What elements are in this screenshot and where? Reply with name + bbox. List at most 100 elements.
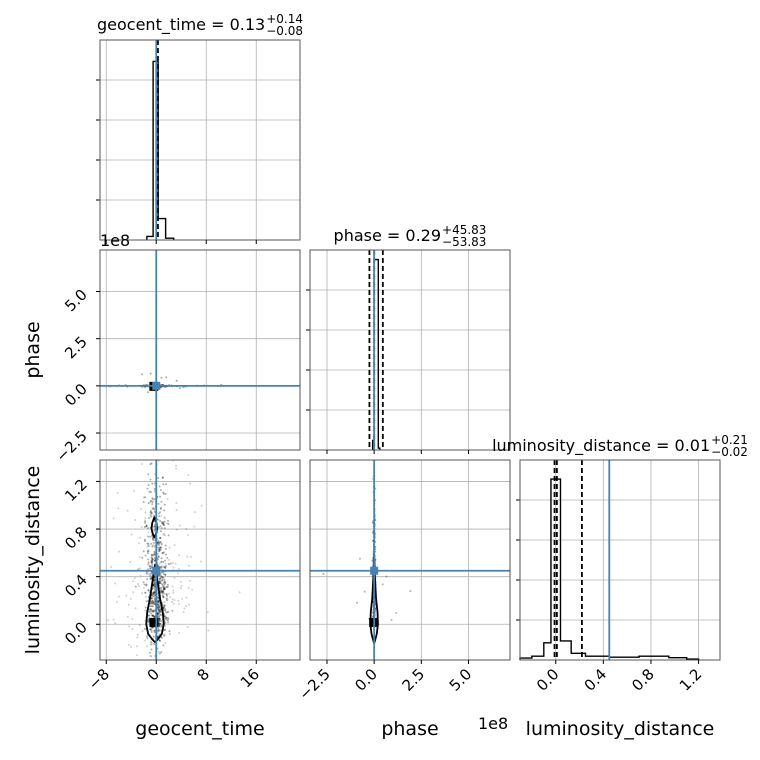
- scatter-point: [158, 549, 161, 552]
- scatter-point: [163, 586, 166, 589]
- scatter-point: [188, 603, 191, 606]
- scatter-point: [149, 567, 152, 570]
- scatter-point: [151, 544, 154, 547]
- scatter-point: [158, 610, 161, 613]
- scatter-point: [112, 517, 115, 520]
- scatter-point: [162, 491, 165, 494]
- tick-label-x-geocent_time-3: 16: [237, 665, 263, 691]
- scatter-point: [153, 591, 156, 594]
- scatter-point: [181, 597, 184, 600]
- scatter-point: [161, 576, 164, 579]
- scatter-point: [151, 538, 154, 541]
- scatter-point: [172, 589, 175, 592]
- scatter-point: [160, 500, 163, 503]
- scatter-point: [156, 542, 159, 545]
- scatter-point: [164, 582, 167, 585]
- tick-label-x-phase-3: 5.0: [446, 665, 476, 695]
- scatter-point: [159, 489, 162, 492]
- tick-label-x-luminosity_distance-2: 0.8: [628, 665, 658, 695]
- scatter-point: [161, 551, 164, 554]
- scatter-point: [147, 473, 150, 476]
- x-axis-label-phase: phase: [381, 718, 438, 740]
- scatter-point: [159, 614, 162, 617]
- scatter-point: [144, 606, 147, 609]
- scatter-point: [159, 520, 162, 523]
- scatter-point: [159, 622, 162, 625]
- scatter-point: [153, 615, 156, 618]
- scatter-point: [152, 614, 155, 617]
- scatter-point: [151, 536, 154, 539]
- scatter-point: [158, 639, 161, 642]
- scatter-point: [146, 552, 149, 555]
- panel-frame-2-2: [519, 459, 721, 661]
- scatter-point: [163, 527, 166, 530]
- scatter-point: [163, 588, 166, 591]
- scatter-point: [126, 509, 129, 512]
- scatter-point: [156, 635, 159, 638]
- scatter-point: [162, 595, 165, 598]
- scatter-point: [163, 509, 166, 512]
- truth-marker-0: [152, 381, 161, 390]
- scatter-point: [180, 584, 183, 587]
- scatter-point: [178, 632, 181, 635]
- scatter-point: [145, 635, 148, 638]
- scatter-point: [157, 512, 160, 515]
- scatter-point: [161, 584, 164, 587]
- scatter-point: [150, 561, 153, 564]
- scatter-point: [167, 618, 170, 621]
- scatter-point: [151, 559, 154, 562]
- scatter-point: [186, 626, 189, 629]
- scatter-point: [128, 625, 131, 628]
- scatter-point: [145, 525, 148, 528]
- scatter-point: [158, 622, 161, 625]
- scatter-point: [153, 616, 156, 619]
- scatter-point: [159, 495, 162, 498]
- scatter-point: [151, 610, 154, 613]
- scatter-point: [159, 548, 162, 551]
- scatter-point: [185, 605, 188, 608]
- scatter-point: [110, 565, 113, 568]
- scatter-point: [117, 507, 120, 510]
- scatter-point: [160, 579, 163, 582]
- scatter-point: [144, 521, 147, 524]
- scatter-point: [166, 583, 169, 586]
- tick-label-y-luminosity_distance-2: 0.8: [61, 523, 91, 553]
- scatter-point: [147, 549, 150, 552]
- scatter-point: [148, 516, 151, 519]
- scatter-point: [165, 586, 168, 589]
- scatter-point: [164, 565, 167, 568]
- scatter-point: [171, 609, 174, 612]
- scatter-point: [175, 508, 178, 511]
- scatter-point: [152, 538, 155, 541]
- scatter-point: [158, 639, 161, 642]
- scatter-point: [166, 522, 169, 525]
- scatter-point: [167, 522, 170, 525]
- scatter-point: [159, 541, 162, 544]
- scatter-point: [148, 490, 151, 493]
- scatter-point: [150, 608, 153, 611]
- scatter-point: [160, 542, 163, 545]
- scatter-point: [157, 555, 160, 558]
- scatter-point: [165, 597, 168, 600]
- scatter-point: [166, 617, 169, 620]
- scatter-point: [173, 544, 176, 547]
- scatter-point: [160, 651, 163, 654]
- scatter-point: [132, 591, 135, 594]
- scatter-point: [157, 518, 160, 521]
- scatter-point: [143, 538, 146, 541]
- title-sup: +45.83: [442, 223, 486, 237]
- scatter-point: [146, 545, 149, 548]
- scatter-point: [158, 624, 161, 627]
- scatter-point: [146, 645, 149, 648]
- scatter-point: [150, 511, 153, 514]
- scatter-point: [157, 650, 160, 653]
- scatter-point: [112, 618, 115, 621]
- scatter-point: [161, 477, 164, 480]
- scatter-point: [171, 598, 174, 601]
- scatter-point: [160, 574, 163, 577]
- offset-label-phase-x: 1e8: [478, 714, 508, 733]
- scatter-point: [136, 633, 139, 636]
- scatter-point: [147, 531, 150, 534]
- scatter-point: [161, 592, 164, 595]
- scatter-point: [152, 602, 155, 605]
